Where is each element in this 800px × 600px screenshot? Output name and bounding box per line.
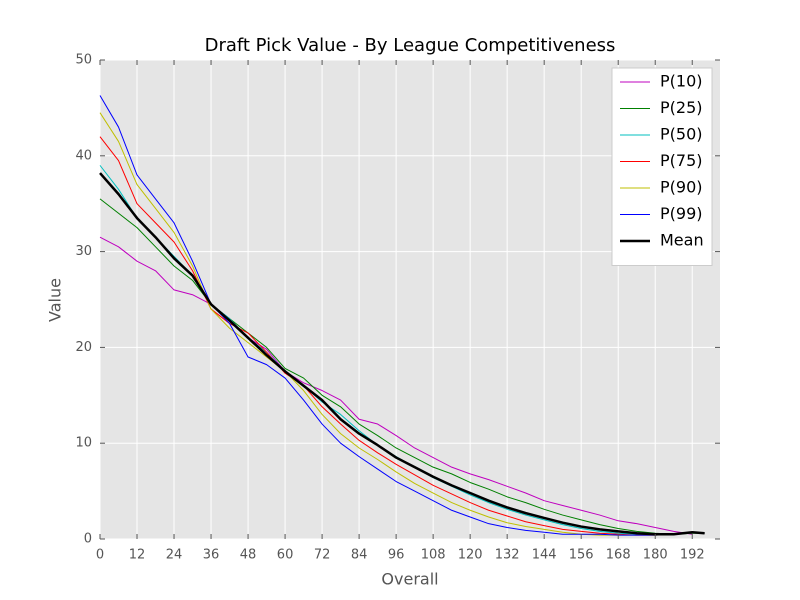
x-tick-label: 180 <box>643 548 668 563</box>
series-line <box>99 95 705 536</box>
legend-label: P(25) <box>660 98 703 117</box>
y-tick-label: 20 <box>75 340 92 355</box>
x-tick-label: 0 <box>96 548 104 563</box>
x-tick-label: 36 <box>203 548 220 563</box>
x-tick-label: 120 <box>458 548 483 563</box>
y-tick-label: 40 <box>75 148 92 163</box>
legend-label: P(90) <box>660 178 703 197</box>
x-tick-label: 96 <box>388 548 405 563</box>
x-tick-label: 72 <box>314 548 331 563</box>
y-tick-label: 50 <box>75 53 92 68</box>
legend-label: Mean <box>660 231 704 250</box>
legend: P(10) P(25) P(50) P(75) P(90) P(99) Mean <box>611 67 713 266</box>
series-line <box>99 236 693 535</box>
y-tick-label: 10 <box>75 436 92 451</box>
legend-box <box>611 67 713 266</box>
x-tick-label: 48 <box>240 548 257 563</box>
y-axis-label: Value <box>46 278 65 322</box>
series-line <box>99 198 705 535</box>
x-tick-label: 156 <box>569 548 594 563</box>
grid <box>99 59 720 540</box>
x-tick-label: 12 <box>129 548 146 563</box>
x-tick-label: 108 <box>421 548 446 563</box>
x-tick-label: 144 <box>532 548 557 563</box>
x-tick-label: 192 <box>680 548 705 563</box>
y-tick-label: 30 <box>75 244 92 259</box>
x-tick-label: 132 <box>495 548 520 563</box>
legend-label: P(10) <box>660 72 703 91</box>
chart-title: Draft Pick Value - By League Competitive… <box>205 35 616 56</box>
x-tick-label: 168 <box>606 548 631 563</box>
legend-label: P(50) <box>660 125 703 144</box>
x-tick-label: 60 <box>277 548 294 563</box>
lines <box>99 95 705 536</box>
x-tick-label: 84 <box>351 548 368 563</box>
ticks: 0 12 24 36 48 60 72 84 96 108 120 132 144 156 168 180 19… <box>75 53 720 563</box>
x-tick-label: 24 <box>166 548 183 563</box>
legend-label: P(75) <box>660 151 703 170</box>
y-tick-label: 0 <box>84 532 92 547</box>
series-line <box>99 172 705 536</box>
legend-label: P(99) <box>660 204 703 223</box>
x-axis-label: Overall <box>381 570 438 589</box>
